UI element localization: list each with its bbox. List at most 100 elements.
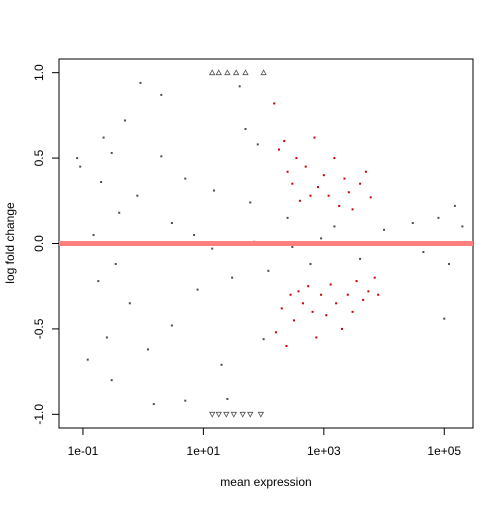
triangle-up-point — [260, 69, 267, 76]
y-tick-label: 1.0 — [32, 64, 46, 81]
y-tick-label: 0.0 — [32, 235, 46, 252]
triangle-up-point — [215, 69, 222, 76]
gene-point — [110, 151, 113, 154]
triangle-up-point — [209, 69, 216, 76]
gene-point — [411, 222, 414, 224]
triangle-down-point — [209, 411, 216, 418]
significant-point — [285, 345, 288, 347]
x-tick-label: 1e+01 — [187, 444, 221, 458]
gene-point — [97, 280, 100, 283]
significant-point — [367, 290, 370, 293]
gene-point — [86, 358, 89, 361]
gene-point — [102, 136, 105, 139]
significant-point — [280, 307, 283, 310]
gene-point — [461, 225, 464, 228]
gene-point — [100, 181, 103, 183]
triangle-down-point — [215, 411, 222, 418]
triangle-down-point — [223, 411, 230, 418]
significant-point — [297, 290, 300, 293]
y-tick-label: -0.5 — [32, 318, 46, 339]
significant-point — [277, 148, 280, 151]
triangle-down-point — [257, 411, 265, 418]
gene-point — [79, 165, 82, 168]
significant-point — [322, 174, 325, 177]
gene-point — [114, 263, 117, 265]
gene-point — [267, 269, 270, 272]
significant-point — [274, 331, 277, 334]
gene-point — [249, 201, 252, 204]
significant-point — [295, 157, 298, 160]
gene-point — [309, 263, 312, 265]
gene-point — [383, 228, 386, 231]
triangle-up-point — [242, 69, 249, 76]
gene-point — [213, 189, 216, 192]
gene-point — [437, 216, 440, 219]
significant-point — [283, 140, 286, 142]
gene-point — [160, 155, 163, 158]
gene-point — [291, 245, 294, 248]
significant-point — [307, 285, 310, 288]
triangle-up-point — [232, 69, 240, 76]
significant-point — [329, 283, 332, 286]
significant-point — [362, 298, 365, 301]
points-layer — [59, 69, 473, 418]
gene-point — [359, 257, 362, 260]
significant-point — [298, 199, 301, 202]
gene-point — [226, 397, 229, 400]
triangle-up-point — [224, 69, 231, 76]
significant-point — [311, 310, 314, 313]
significant-point — [304, 165, 307, 168]
significant-point — [347, 191, 350, 194]
triangle-down-point — [247, 411, 254, 418]
significant-point — [340, 327, 343, 330]
gene-point — [286, 216, 289, 219]
significant-point — [346, 293, 349, 296]
x-axis-label: mean expression — [220, 475, 311, 489]
gene-point — [262, 338, 265, 341]
gene-point — [244, 128, 247, 131]
gene-point — [453, 204, 456, 207]
gene-point — [170, 222, 173, 224]
significant-point — [351, 208, 354, 211]
significant-point — [377, 293, 380, 296]
significant-point — [291, 182, 294, 185]
significant-point — [338, 204, 341, 207]
significant-point — [327, 194, 330, 197]
gene-point — [320, 237, 323, 240]
gene-point — [184, 177, 187, 180]
gene-point — [110, 379, 113, 382]
significant-point — [333, 157, 336, 160]
y-tick-label: -1.0 — [32, 404, 46, 425]
significant-point — [373, 276, 376, 279]
gene-point — [152, 403, 155, 406]
x-tick-label: 1e+05 — [427, 444, 461, 458]
significant-point — [293, 319, 296, 322]
gene-point — [448, 263, 451, 265]
significant-point — [309, 194, 312, 197]
significant-point — [320, 293, 323, 296]
gene-point — [128, 302, 131, 305]
gene-point — [76, 157, 79, 160]
gene-point — [146, 348, 149, 351]
significant-point — [289, 293, 292, 296]
gene-point — [211, 247, 214, 250]
significant-point — [286, 170, 289, 173]
gene-point — [139, 81, 142, 84]
significant-point — [273, 102, 276, 105]
significant-point — [301, 302, 304, 305]
y-tick-label: 0.5 — [32, 149, 46, 166]
gene-point — [193, 233, 196, 236]
significant-point — [364, 170, 367, 173]
gene-point — [170, 324, 173, 327]
significant-point — [359, 182, 362, 185]
gene-point — [443, 317, 446, 320]
significant-point — [369, 196, 372, 199]
gene-point — [256, 143, 259, 146]
gene-point — [333, 225, 336, 228]
gene-point — [124, 119, 127, 122]
y-axis-label: log fold change — [3, 202, 17, 284]
gene-point — [231, 276, 234, 279]
